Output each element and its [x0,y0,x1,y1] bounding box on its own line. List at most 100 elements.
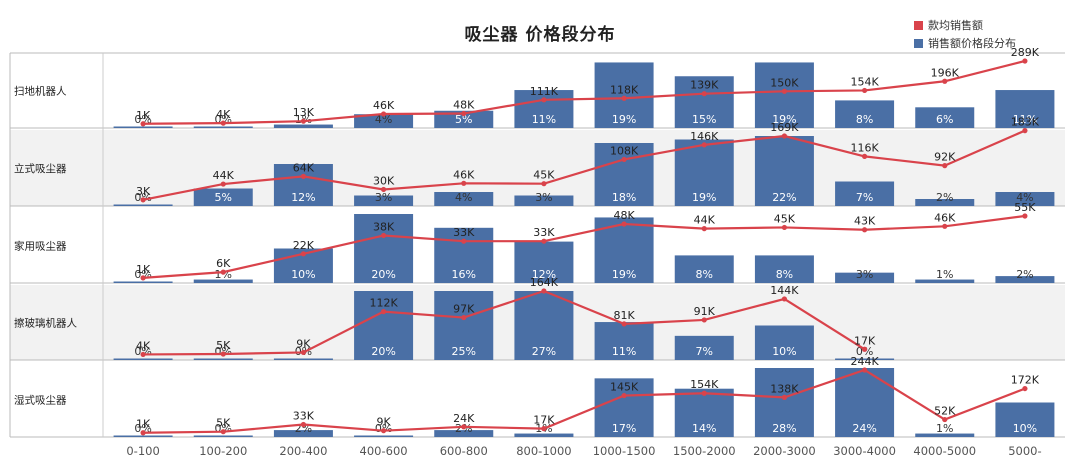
bar [835,358,895,360]
bar [674,335,734,360]
avg-point [861,227,868,233]
bar [835,181,895,206]
avg-label: 289K [1011,46,1040,59]
bar-pct-label: 8% [776,268,793,281]
avg-point [140,197,146,203]
avg-label: 48K [613,209,635,222]
bar [354,214,414,283]
avg-label: 44K [213,169,235,182]
avg-label: 64K [293,161,315,174]
avg-label: 146K [690,130,719,143]
avg-label: 81K [613,309,635,322]
bar-pct-label: 8% [856,113,873,126]
bar-pct-label: 1% [936,422,953,435]
avg-label: 45K [533,169,555,182]
x-tick-label: 800-1000 [516,444,571,458]
avg-label: 43K [854,215,876,228]
bar [674,139,734,206]
avg-point [781,88,788,94]
bar-pct-label: 28% [772,422,796,435]
x-tick-label: 1500-2000 [673,444,736,458]
bar [113,126,173,128]
avg-point [942,163,948,169]
avg-label: 33K [453,226,475,239]
bar [674,76,734,128]
avg-point [781,394,788,400]
avg-label: 145K [610,381,639,394]
legend-label-line: 款均销售额 [928,19,983,32]
bar-pct-label: 19% [772,113,796,126]
bar-pct-label: 3% [375,191,392,204]
avg-point [541,288,547,294]
avg-point [942,223,948,229]
bar-pct-label: 15% [692,113,716,126]
bar [354,195,414,206]
avg-point [1022,128,1028,134]
bar [434,227,494,283]
avg-point [621,95,627,101]
avg-point [541,426,547,432]
avg-label: 1K [136,418,151,431]
bar [594,143,654,206]
legend-label-bar: 销售额价格段分布 [928,37,1016,50]
avg-point [380,309,387,315]
avg-label: 244K [850,355,879,368]
x-tick-label: 5000- [1008,444,1041,458]
avg-label: 92K [934,151,956,164]
bar-pct-label: 19% [692,191,716,204]
avg-point [461,314,467,321]
x-tick-label: 1000-1500 [593,444,656,458]
bar [754,255,814,283]
avg-label: 112K [369,297,398,310]
avg-point [300,118,307,124]
avg-line [143,214,1026,279]
avg-label: 9K [296,337,311,350]
avg-point [220,351,226,357]
avg-label: 154K [690,378,719,391]
bar [193,435,253,437]
avg-line [143,368,1026,434]
row-label: 擦玻璃机器人 [14,317,77,330]
bar [674,255,734,283]
avg-point [541,97,547,103]
avg-point [701,91,707,97]
bar [915,107,975,128]
avg-point [701,226,707,232]
avg-label: 55K [1014,201,1036,214]
bar-pct-label: 20% [371,345,395,358]
bar-pct-label: 7% [856,191,873,204]
avg-line [142,129,1026,201]
bar-pct-label: 10% [772,345,796,358]
x-tick-label: 400-600 [360,444,408,458]
avg-point [701,142,707,148]
bar-pct-label: 12% [532,268,556,281]
avg-point [380,428,387,434]
bar [434,192,494,206]
avg-label: 30K [373,174,395,187]
avg-point [380,232,387,239]
bar [835,272,895,283]
bar-pct-label: 19% [612,268,636,281]
bar [514,195,574,206]
bar [193,279,253,283]
avg-line [143,289,866,356]
bar [995,402,1055,437]
avg-label: 139K [690,79,719,92]
legend-swatch-bar [914,38,923,48]
legend: 款均销售额 销售额价格段分布 [914,16,1016,52]
avg-label: 45K [774,212,796,225]
avg-label: 5K [216,417,231,430]
legend-item-line: 款均销售额 [914,16,1016,34]
avg-label: 6K [216,257,231,270]
bar-pct-label: 14% [692,422,716,435]
bar-pct-label: 11% [1013,113,1037,126]
avg-label: 118K [610,83,639,96]
avg-label: 150K [770,76,799,89]
row-label: 扫地机器人 [14,85,67,98]
avg-label: 46K [373,99,395,112]
avg-point [781,133,788,139]
avg-point [621,392,627,399]
bar-pct-label: 7% [696,345,713,358]
bar [514,90,574,128]
